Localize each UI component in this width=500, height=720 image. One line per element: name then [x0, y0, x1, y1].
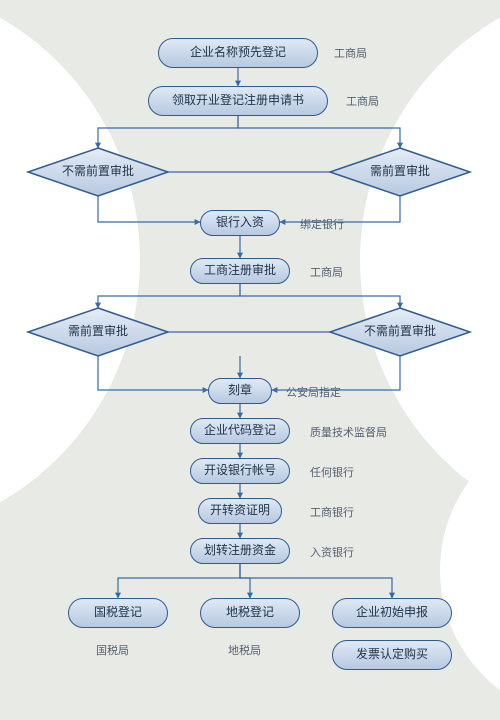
- process-n16: 企业初始申报: [332, 598, 452, 628]
- edge: [240, 564, 392, 598]
- process-n11: 开设银行帐号: [190, 458, 290, 484]
- sidelabel-n1: 工商局: [334, 45, 367, 61]
- process-n10: 企业代码登记: [190, 418, 290, 444]
- sidelabel-n10: 质量技术监督局: [310, 424, 387, 440]
- process-n14: 国税登记: [68, 598, 168, 628]
- process-n9: 刻章: [208, 378, 272, 404]
- edge: [240, 564, 250, 598]
- process-n12: 开转资证明: [198, 498, 282, 524]
- process-n17: 发票认定购买: [332, 640, 452, 670]
- bg-arc: [0, 0, 140, 540]
- sidelabel-n12: 工商银行: [310, 504, 354, 520]
- sidelabel-n5: 绑定银行: [300, 216, 344, 232]
- process-n6: 工商注册审批: [190, 258, 290, 284]
- bg-arc: [360, 0, 500, 540]
- sidelabel-n13: 入资银行: [310, 544, 354, 560]
- sidelabel-n14: 国税局: [96, 642, 129, 658]
- decision-label-n8: 不需前置审批: [330, 308, 470, 356]
- edge: [98, 116, 238, 148]
- edge: [238, 116, 400, 148]
- decision-label-n3: 不需前置审批: [28, 148, 168, 196]
- sidelabel-n15: 地税局: [228, 642, 261, 658]
- flowchart-stage: 企业名称预先登记领取开业登记注册申请书不需前置审批需前置审批银行入资工商注册审批…: [0, 0, 500, 707]
- process-n2: 领取开业登记注册申请书: [148, 86, 328, 116]
- process-n1: 企业名称预先登记: [158, 38, 318, 68]
- process-n5: 银行入资: [200, 210, 280, 236]
- sidelabel-n2: 工商局: [346, 93, 379, 109]
- sidelabel-n11: 任何银行: [310, 464, 354, 480]
- process-n15: 地税登记: [200, 598, 300, 628]
- process-n13: 划转注册资金: [190, 538, 290, 564]
- decision-label-n4: 需前置审批: [330, 148, 470, 196]
- sidelabel-n9: 公安局指定: [286, 384, 341, 400]
- edge: [118, 564, 240, 598]
- sidelabel-n6: 工商局: [310, 264, 343, 280]
- decision-label-n7: 需前置审批: [28, 308, 168, 356]
